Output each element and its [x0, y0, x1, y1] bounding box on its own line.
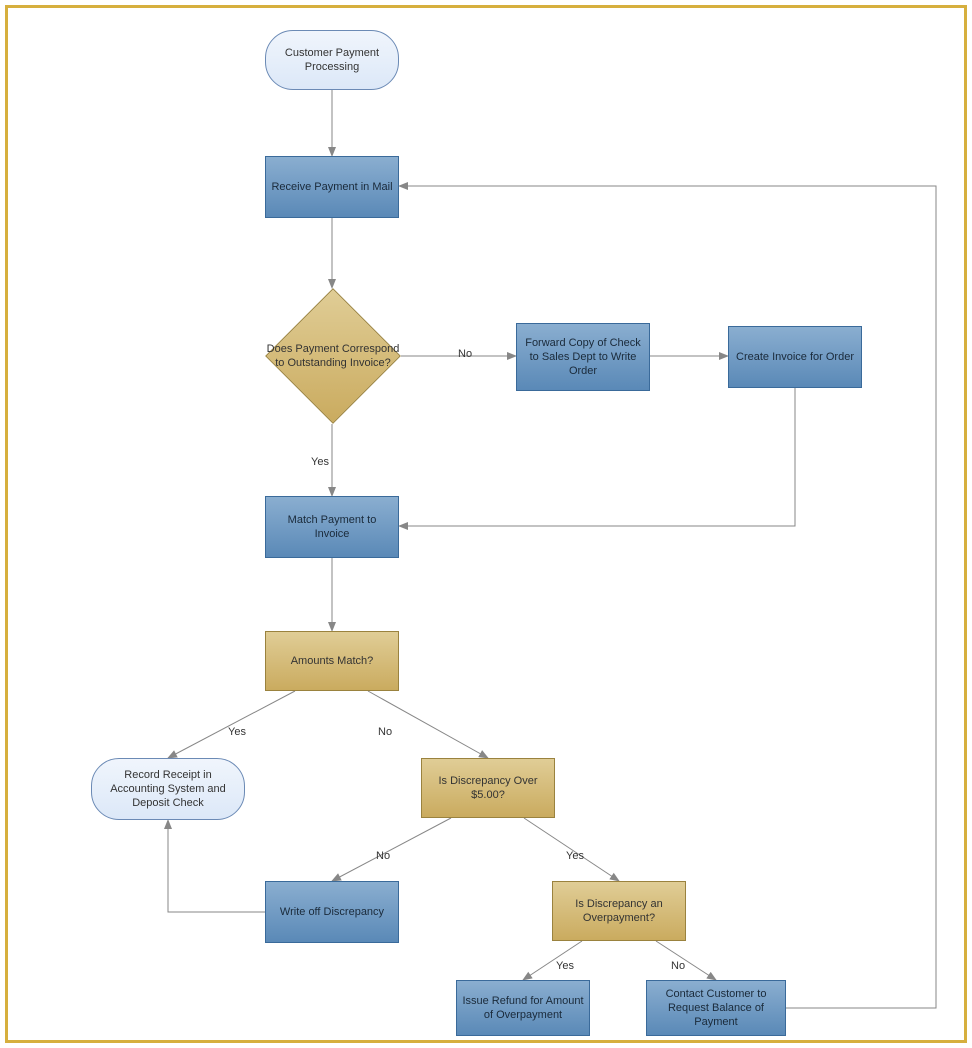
node-createinv-label: Create Invoice for Order	[736, 350, 854, 364]
connectors-svg	[8, 8, 964, 1040]
node-decision-correspond: Does Payment Correspond to Outstanding I…	[285, 308, 381, 404]
node-issue-refund: Issue Refund for Amount of Overpayment	[456, 980, 590, 1036]
node-record-receipt: Record Receipt in Accounting System and …	[91, 758, 245, 820]
node-decision-overpay: Is Discrepancy an Overpayment?	[552, 881, 686, 941]
node-contact-customer: Contact Customer to Request Balance of P…	[646, 980, 786, 1036]
node-record-label: Record Receipt in Accounting System and …	[96, 768, 240, 811]
node-start-label: Customer Payment Processing	[270, 46, 394, 75]
flowchart-canvas: Customer Payment Processing Receive Paym…	[5, 5, 967, 1043]
edge-label-yes2: Yes	[228, 726, 246, 738]
node-amounts-label: Amounts Match?	[291, 654, 374, 668]
node-match-label: Match Payment to Invoice	[270, 513, 394, 542]
edge-label-yes4: Yes	[556, 960, 574, 972]
node-match-payment: Match Payment to Invoice	[265, 496, 399, 558]
node-receive-payment: Receive Payment in Mail	[265, 156, 399, 218]
node-contact-label: Contact Customer to Request Balance of P…	[651, 987, 781, 1030]
edge-label-no3: No	[376, 850, 390, 862]
node-writeoff-label: Write off Discrepancy	[280, 905, 384, 919]
edge-label-no2: No	[378, 726, 392, 738]
edge-label-no4: No	[671, 960, 685, 972]
node-forward-check: Forward Copy of Check to Sales Dept to W…	[516, 323, 650, 391]
edge-label-yes1: Yes	[311, 456, 329, 468]
node-receive-label: Receive Payment in Mail	[271, 180, 392, 194]
node-decision-amounts: Amounts Match?	[265, 631, 399, 691]
edge-label-yes3: Yes	[566, 850, 584, 862]
node-forward-label: Forward Copy of Check to Sales Dept to W…	[521, 336, 645, 379]
node-start: Customer Payment Processing	[265, 30, 399, 90]
node-create-invoice: Create Invoice for Order	[728, 326, 862, 388]
node-write-off: Write off Discrepancy	[265, 881, 399, 943]
node-correspond-label: Does Payment Correspond to Outstanding I…	[266, 289, 400, 423]
node-overpay-label: Is Discrepancy an Overpayment?	[557, 897, 681, 926]
edge-label-no1: No	[458, 348, 472, 360]
node-over5-label: Is Discrepancy Over $5.00?	[426, 774, 550, 803]
node-decision-over5: Is Discrepancy Over $5.00?	[421, 758, 555, 818]
node-refund-label: Issue Refund for Amount of Overpayment	[461, 994, 585, 1023]
